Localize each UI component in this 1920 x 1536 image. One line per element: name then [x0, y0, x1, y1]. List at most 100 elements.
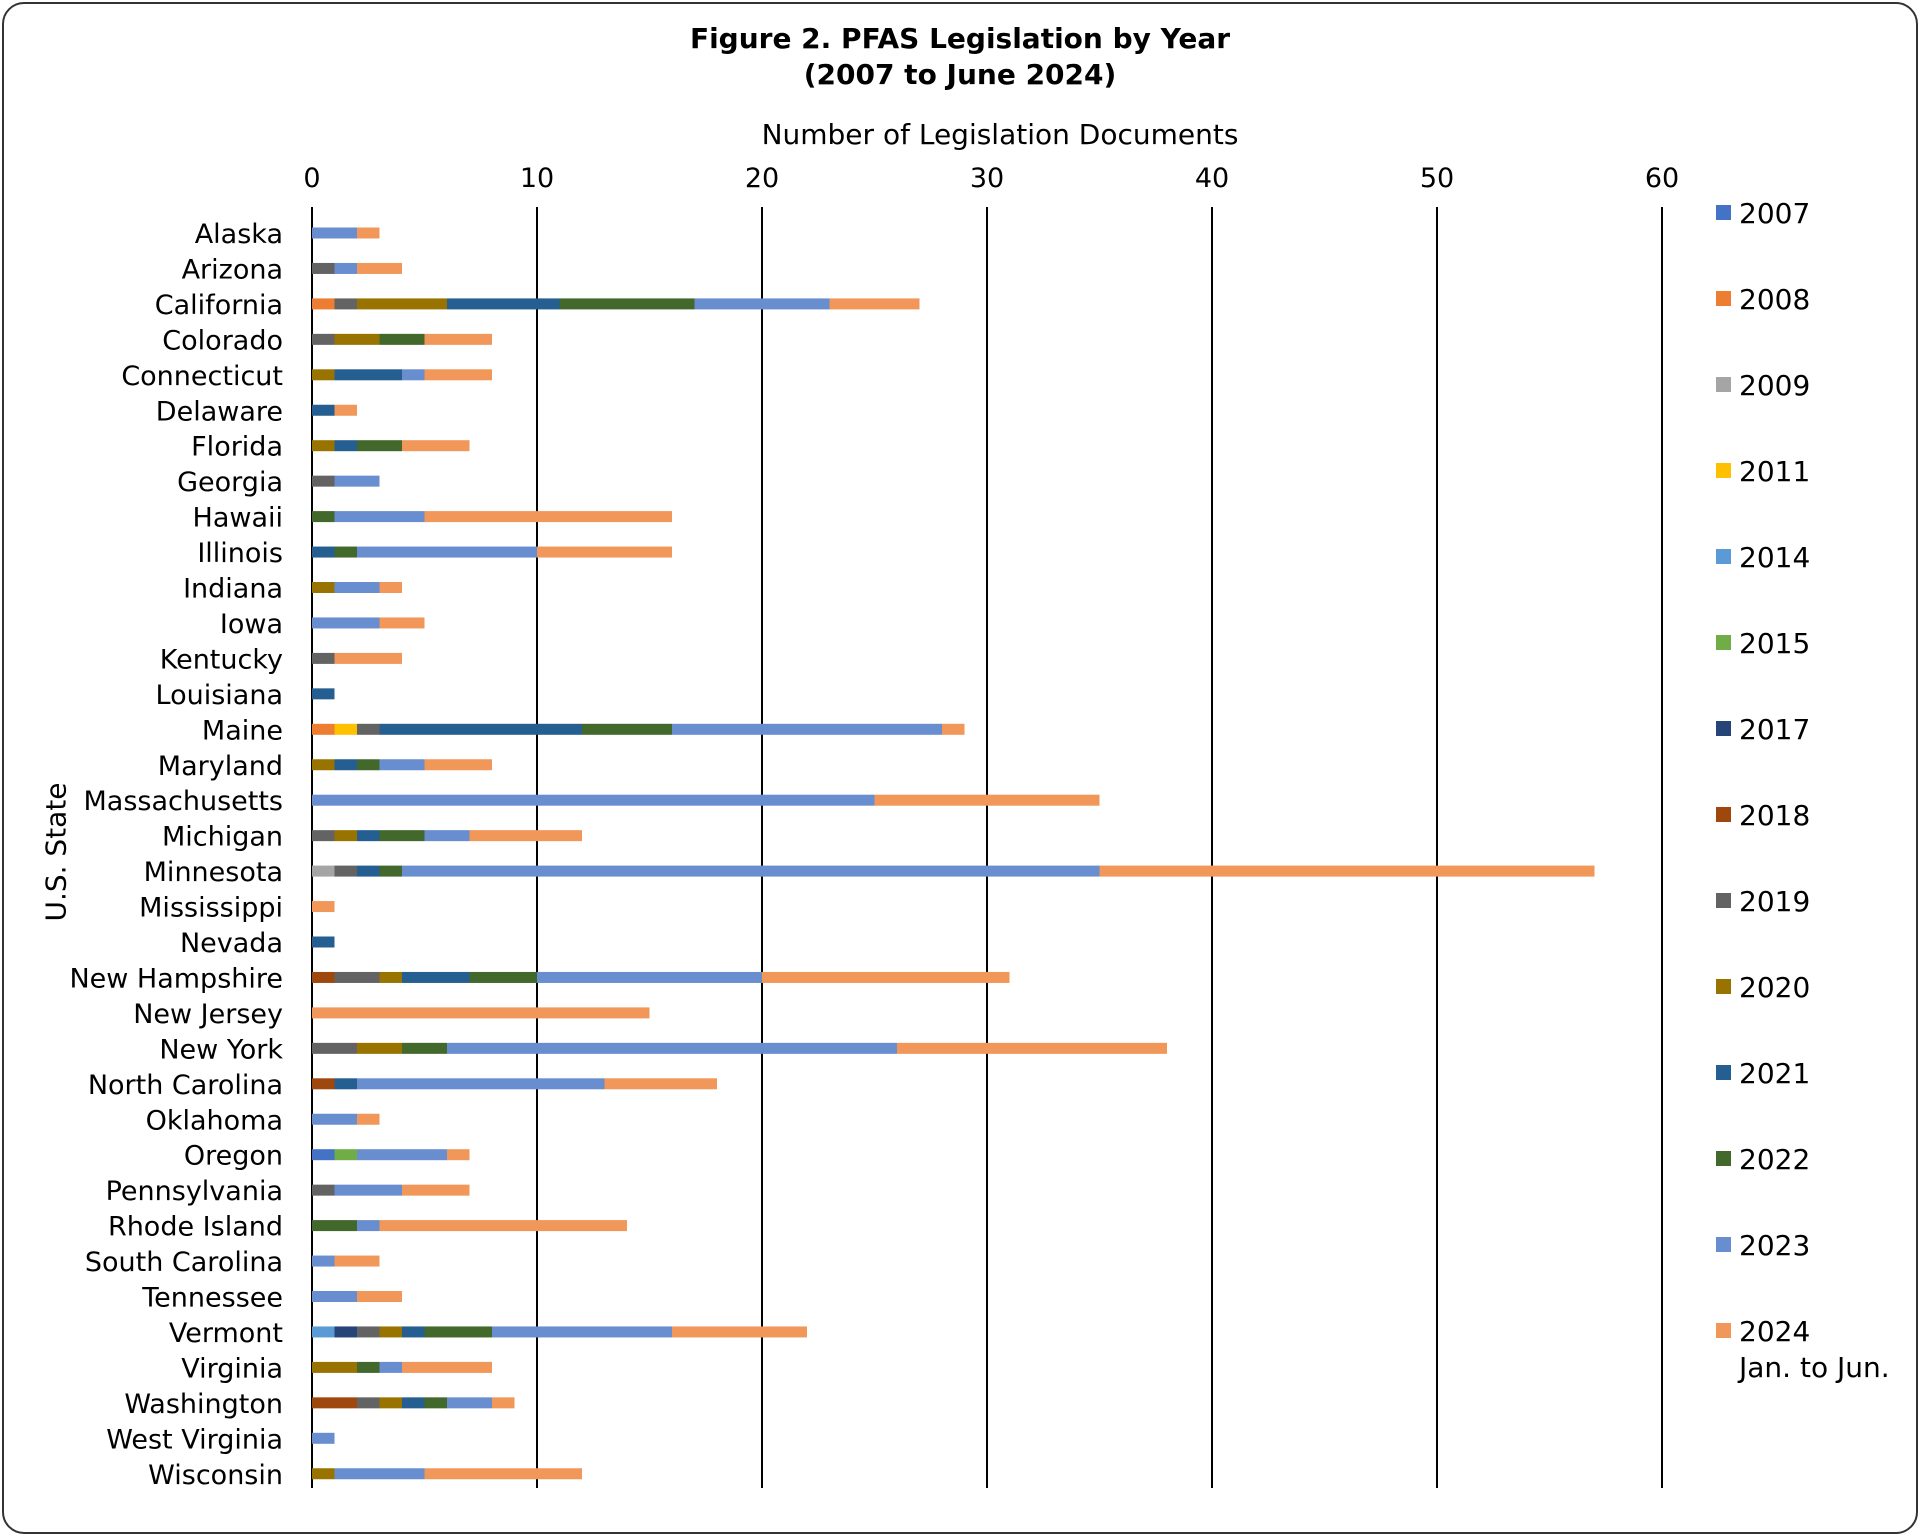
x-tick-label: 60	[1645, 163, 1679, 194]
bar-segment	[829, 298, 920, 310]
legend-swatch	[1716, 1065, 1731, 1080]
bar-segment	[379, 759, 425, 771]
bar-segment	[334, 1326, 357, 1338]
bar-segment	[334, 652, 402, 664]
category-label: Maryland	[158, 751, 283, 782]
category-label: Massachusetts	[83, 786, 283, 817]
bar-segment	[312, 1113, 357, 1125]
bar-segment	[357, 1326, 380, 1338]
bar-segment	[312, 1361, 357, 1373]
bar-segment	[357, 546, 537, 558]
bar-segment	[357, 723, 380, 735]
bar-segment	[334, 546, 357, 558]
legend-swatch	[1716, 377, 1731, 392]
bar-segment	[379, 865, 402, 877]
bar-segment	[402, 1326, 425, 1338]
bar-segment	[379, 723, 582, 735]
bar-segment	[942, 723, 965, 735]
legend-label: 2015	[1739, 627, 1810, 660]
bar-segment	[492, 1326, 672, 1338]
bar-segment	[312, 901, 335, 913]
chart-subtitle: (2007 to June 2024)	[803, 58, 1117, 91]
bar-segment	[897, 1042, 1167, 1054]
bar-segment	[1099, 865, 1595, 877]
bar-segment	[312, 971, 335, 983]
category-label: Florida	[191, 432, 283, 463]
bar-segment	[312, 759, 335, 771]
category-label: Wisconsin	[148, 1460, 283, 1491]
bar-segment	[357, 830, 380, 842]
bar-segment	[312, 865, 335, 877]
bar-segment	[312, 1220, 357, 1232]
legend-label: 2014	[1739, 541, 1810, 574]
legend-swatch	[1716, 807, 1731, 822]
chart-title: Figure 2. PFAS Legislation by Year	[689, 22, 1231, 55]
bar-segment	[357, 1220, 380, 1232]
bar-segment	[312, 830, 335, 842]
x-tick-label: 20	[745, 163, 779, 194]
bar-segment	[537, 546, 672, 558]
category-label: Oklahoma	[146, 1105, 283, 1136]
bar-segment	[312, 1468, 335, 1480]
category-label: Arizona	[182, 254, 283, 285]
bar-segment	[357, 759, 380, 771]
category-label: Minnesota	[144, 857, 283, 888]
legend-swatch	[1716, 549, 1731, 564]
bar-segment	[492, 1397, 515, 1409]
bar-segment	[379, 582, 402, 593]
bar-segment	[424, 369, 492, 381]
category-label: Delaware	[156, 396, 283, 427]
category-label: Vermont	[169, 1318, 283, 1349]
bar-segment	[402, 1184, 470, 1196]
category-label: Hawaii	[193, 503, 283, 534]
category-label: New Jersey	[133, 999, 283, 1030]
bar-segment	[334, 298, 357, 310]
category-label: Georgia	[177, 467, 283, 498]
category-label: Colorado	[162, 325, 283, 356]
bar-segment	[357, 1397, 380, 1409]
legend-swatch	[1716, 205, 1731, 220]
bar-segment	[357, 1113, 380, 1125]
category-label: Kentucky	[160, 644, 283, 675]
bar-segment	[357, 1078, 605, 1090]
category-label: Iowa	[220, 609, 283, 640]
x-axis-label: Number of Legislation Documents	[761, 118, 1239, 151]
bar-segment	[424, 759, 492, 771]
legend-swatch	[1716, 463, 1731, 478]
bar-segment	[357, 262, 402, 274]
bar-segment	[334, 369, 402, 381]
bar-segment	[334, 830, 357, 842]
legend-swatch	[1716, 721, 1731, 736]
bar-segment	[334, 1468, 425, 1480]
x-tick-label: 30	[970, 163, 1004, 194]
bar-segment	[312, 723, 335, 735]
x-tick-labels: 0 10 20 30 40 50 60	[303, 163, 1679, 194]
bar-segment	[312, 333, 335, 345]
bar-segment	[357, 865, 380, 877]
bar-segment	[357, 227, 380, 239]
category-label: Indiana	[183, 574, 283, 605]
bar-segment	[582, 723, 672, 735]
category-label: Maine	[202, 715, 283, 746]
bar-segment	[357, 1042, 402, 1054]
bar-segment	[424, 1326, 492, 1338]
category-label: New Hampshire	[69, 963, 283, 994]
bar-segment	[312, 652, 335, 664]
legend-label: 2018	[1739, 799, 1810, 832]
bar-segment	[334, 440, 357, 452]
bar-segment	[379, 333, 425, 345]
bar-segment	[604, 1078, 717, 1090]
category-label: Connecticut	[121, 361, 283, 392]
bar-segment	[334, 262, 357, 274]
bar-segment	[312, 298, 335, 310]
category-label: Illinois	[197, 538, 283, 569]
bar-segment	[312, 404, 335, 416]
bar-segment	[379, 1361, 402, 1373]
bar-segment	[334, 723, 357, 735]
legend-label: 2022	[1739, 1143, 1810, 1176]
category-label: California	[155, 290, 283, 321]
category-label: Alaska	[195, 219, 283, 250]
category-label: Louisiana	[156, 680, 283, 711]
bar-segment	[469, 971, 537, 983]
